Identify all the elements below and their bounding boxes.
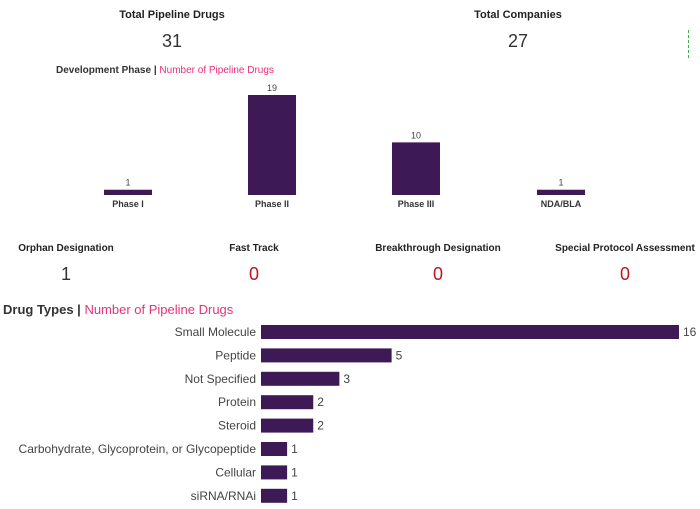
- special-protocol-assessment-label: Special Protocol Assessment: [555, 243, 695, 254]
- drug-type-label-peptide: Peptide: [215, 348, 256, 362]
- special-protocol-assessment-stat: Special Protocol Assessment 0: [545, 243, 700, 285]
- development-phase-title-text: Development Phase: [56, 65, 152, 76]
- drug-type-value-label-not-specified: 3: [343, 372, 350, 386]
- phase-tick-label-nda-bla: NDA/BLA: [541, 199, 582, 209]
- drug-type-bar-peptide: [261, 348, 392, 363]
- drug-type-bar-small-molecule: [261, 325, 679, 339]
- development-phase-subtitle: Number of Pipeline Drugs: [159, 65, 274, 76]
- total-pipeline-drugs-value: 31: [161, 31, 183, 51]
- phase-bar-phase-iii: [392, 142, 440, 195]
- phase-value-label-phase-iii: 10: [411, 130, 421, 140]
- breakthrough-designation-label: Breakthrough Designation: [375, 243, 501, 254]
- drug-type-bar-sirna-rnai: [261, 488, 288, 503]
- drug-type-label-protein: Protein: [218, 395, 256, 409]
- drug-type-value-label-sirna-rnai: 1: [291, 489, 298, 503]
- development-phase-title: Development Phase | Number of Pipeline D…: [56, 65, 274, 76]
- drug-type-label-small-molecule: Small Molecule: [175, 325, 257, 339]
- drug-type-bar-protein: [261, 395, 314, 410]
- drug-type-value-label-small-molecule: 16: [683, 325, 697, 339]
- drug-type-bar-carbohydrate-glycoprotein-or-glycopeptide: [261, 442, 288, 456]
- dashed-divider: [688, 30, 689, 58]
- phase-value-label-phase-i: 1: [125, 178, 130, 188]
- drug-type-label-not-specified: Not Specified: [185, 372, 256, 386]
- phase-tick-label-phase-i: Phase I: [112, 199, 144, 209]
- drug-type-value-label-steroid: 2: [317, 419, 324, 433]
- phase-value-label-nda-bla: 1: [558, 178, 563, 188]
- drug-types-title: Drug Types | Number of Pipeline Drugs: [3, 302, 234, 317]
- drug-type-bar-not-specified: [261, 371, 340, 386]
- special-protocol-assessment-value: 0: [619, 264, 630, 284]
- fast-track-label: Fast Track: [229, 243, 279, 254]
- total-companies-stat: Total Companies 27: [448, 9, 588, 52]
- phase-bar-phase-i: [104, 189, 152, 195]
- drug-type-value-label-cellular: 1: [291, 465, 298, 479]
- drug-types-title-text: Drug Types: [3, 302, 74, 317]
- phase-tick-label-phase-iii: Phase III: [398, 199, 435, 209]
- phase-value-label-phase-ii: 19: [267, 83, 277, 93]
- total-companies-value: 27: [507, 31, 529, 51]
- drug-type-bar-steroid: [261, 418, 314, 433]
- breakthrough-designation-value: 0: [432, 264, 443, 284]
- drug-type-label-sirna-rnai: siRNA/RNAi: [191, 489, 256, 503]
- drug-type-bar-cellular: [261, 465, 288, 480]
- fast-track-stat: Fast Track 0: [174, 243, 334, 285]
- orphan-designation-stat: Orphan Designation 1: [0, 243, 146, 285]
- drug-type-value-label-carbohydrate-glycoprotein-or-glycopeptide: 1: [291, 442, 298, 456]
- drug-type-label-cellular: Cellular: [215, 465, 256, 479]
- drug-type-label-carbohydrate-glycoprotein-or-glycopeptide: Carbohydrate, Glycoprotein, or Glycopept…: [19, 442, 257, 456]
- phase-bar-phase-ii: [248, 95, 296, 195]
- drug-type-value-label-protein: 2: [317, 395, 324, 409]
- orphan-designation-label: Orphan Designation: [18, 243, 114, 254]
- breakthrough-designation-stat: Breakthrough Designation 0: [358, 243, 518, 285]
- drug-types-subtitle: Number of Pipeline Drugs: [84, 302, 234, 317]
- drug-type-label-steroid: Steroid: [218, 419, 256, 433]
- fast-track-value: 0: [248, 264, 259, 284]
- total-companies-label: Total Companies: [474, 9, 562, 21]
- drug-type-value-label-peptide: 5: [396, 348, 403, 362]
- orphan-designation-value: 1: [60, 264, 71, 284]
- total-pipeline-drugs-label: Total Pipeline Drugs: [119, 9, 225, 21]
- phase-tick-label-phase-ii: Phase II: [255, 199, 289, 209]
- total-pipeline-drugs-stat: Total Pipeline Drugs 31: [102, 9, 242, 52]
- phase-bar-nda-bla: [537, 189, 585, 195]
- development-phase-chart: 1 Phase I 19 Phase II 10 Phase III 1 NDA/BLA: [104, 83, 585, 209]
